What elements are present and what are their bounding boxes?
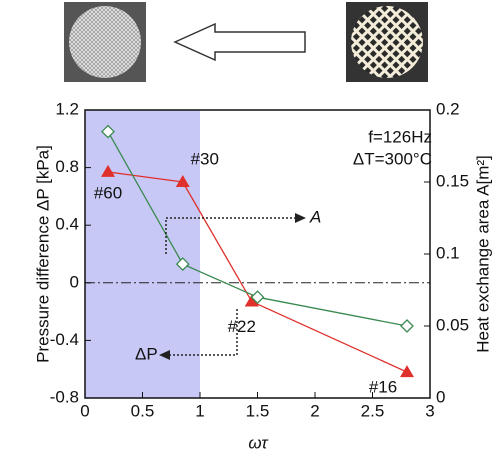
plot-area: 0 0.5 1 1.5 2 2.5 3 -0.8 -0.4 0 0.4 0.8 1.2 0 0.05 0.1 0… <box>50 99 469 420</box>
y-axis-label: Pressure difference ΔP [kPa] <box>33 145 52 363</box>
x-tick-label: 3 <box>425 401 434 420</box>
chart: 0 0.5 1 1.5 2 2.5 3 -0.8 -0.4 0 0.4 0.8 1.2 0 0.05 0.1 0… <box>0 0 500 471</box>
y2-tick-label: 0 <box>436 387 445 406</box>
y-tick-label: 0.4 <box>55 215 79 234</box>
point-label: #60 <box>94 183 122 202</box>
x-tick-label: 0 <box>80 401 89 420</box>
y-tick-label: 0 <box>70 272 79 291</box>
x-tick-label: 0.5 <box>131 401 155 420</box>
y2-tick-label: 0.2 <box>436 99 460 118</box>
annotation: f=126Hz <box>368 127 432 146</box>
y-tick-label: 1.2 <box>55 99 79 118</box>
series-label: A <box>309 207 321 226</box>
point-label: #30 <box>191 149 219 168</box>
point-label: #16 <box>369 378 397 397</box>
marker <box>400 365 414 377</box>
x-tick-label: 2.5 <box>361 401 385 420</box>
mesh-images <box>64 2 428 82</box>
marker <box>401 320 413 332</box>
point-label: #22 <box>228 317 256 336</box>
annotation: ΔT=300°C <box>353 149 432 168</box>
x-axis-label: ωτ <box>248 433 269 452</box>
x-tick-label: 1.5 <box>246 401 270 420</box>
series-label: ΔP <box>135 344 158 363</box>
y2-tick-label: 0.1 <box>436 243 460 262</box>
page: {"chart_data": {"type": "line", "annotat… <box>0 0 500 476</box>
y2-tick-label: 0.15 <box>436 171 469 190</box>
x-tick-label: 2 <box>310 401 319 420</box>
x-tick-label: 1 <box>195 401 204 420</box>
y-tick-label: -0.8 <box>50 387 79 406</box>
y-tick-label: 0.8 <box>55 157 79 176</box>
y2-axis-label: Heat exchange area A[m²] <box>473 155 492 353</box>
y-tick-label: -0.4 <box>50 330 79 349</box>
y2-tick-label: 0.05 <box>436 315 469 334</box>
